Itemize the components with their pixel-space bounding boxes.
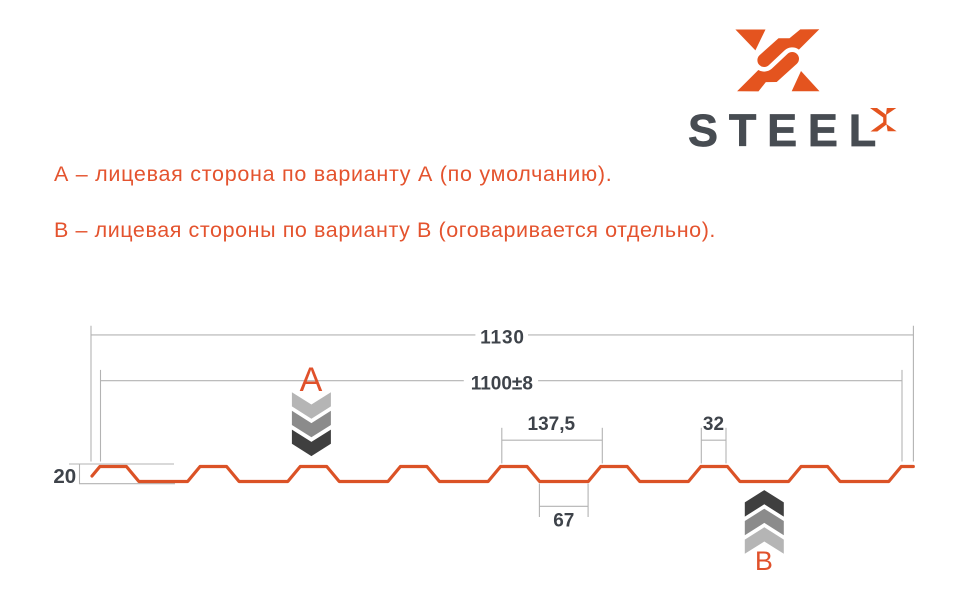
svg-text:32: 32 bbox=[703, 414, 724, 435]
svg-text:1100±8: 1100±8 bbox=[471, 374, 533, 395]
svg-text:А: А bbox=[300, 361, 323, 399]
svg-text:137,5: 137,5 bbox=[528, 414, 576, 435]
svg-text:1130: 1130 bbox=[480, 328, 525, 349]
svg-text:67: 67 bbox=[553, 511, 574, 532]
svg-text:20: 20 bbox=[53, 465, 76, 488]
svg-text:В: В bbox=[755, 546, 773, 576]
